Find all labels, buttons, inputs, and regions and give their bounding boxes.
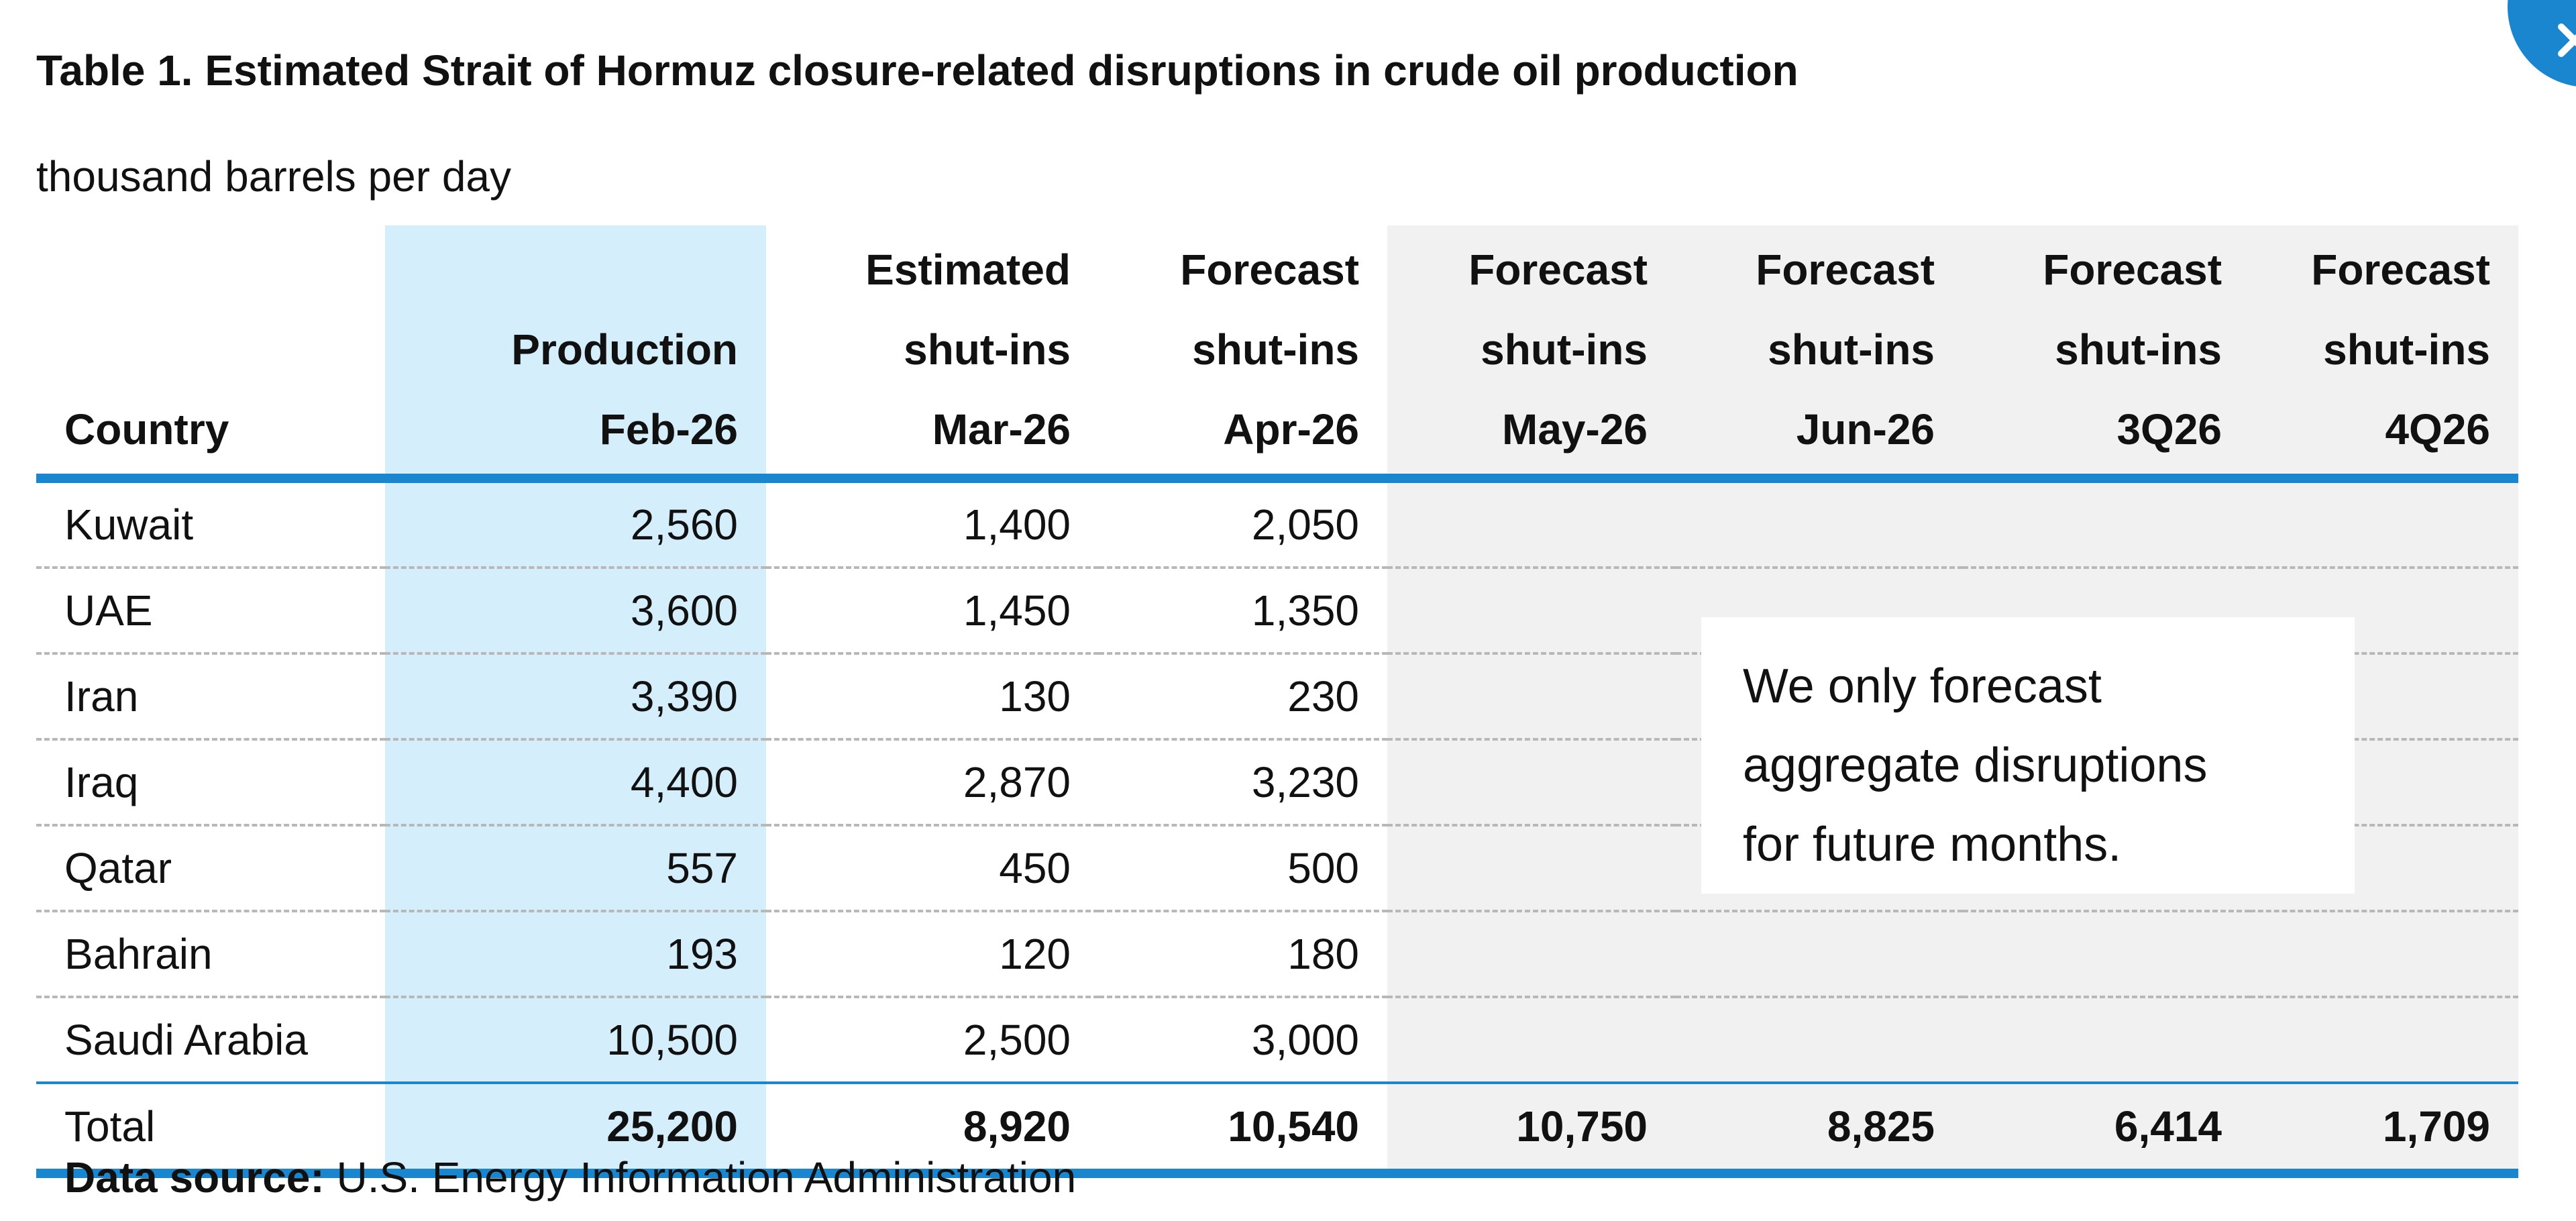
total-label: Total <box>36 1083 385 1178</box>
value-cell: 3,600 <box>385 568 766 655</box>
value-cell: 130 <box>766 653 1099 741</box>
total-cell: 8,920 <box>766 1083 1099 1178</box>
value-cell: 2,500 <box>766 997 1099 1084</box>
header-3q26: Forecast shut-ins 3Q26 <box>1963 225 2250 483</box>
value-cell: 1,350 <box>1099 568 1387 655</box>
value-cell <box>2250 478 2518 569</box>
value-cell <box>1387 997 1676 1084</box>
value-cell: 180 <box>1099 911 1387 998</box>
country-cell: Kuwait <box>36 478 385 569</box>
country-cell: Iran <box>36 653 385 741</box>
value-cell <box>1387 568 1676 655</box>
value-cell: 4,400 <box>385 739 766 827</box>
circular-badge-icon[interactable] <box>2508 0 2576 87</box>
value-cell <box>2250 997 2518 1084</box>
total-cell: 10,750 <box>1387 1083 1676 1178</box>
total-cell: 10,540 <box>1099 1083 1387 1178</box>
value-cell: 500 <box>1099 825 1387 912</box>
header-country: Country <box>36 225 385 483</box>
value-cell <box>1387 739 1676 827</box>
header-apr-26: Forecast shut-ins Apr-26 <box>1099 225 1387 483</box>
value-cell <box>1387 911 1676 998</box>
value-cell: 450 <box>766 825 1099 912</box>
country-cell: Bahrain <box>36 911 385 998</box>
table-title: Table 1. Estimated Strait of Hormuz clos… <box>36 46 1799 95</box>
country-cell: Saudi Arabia <box>36 997 385 1084</box>
value-cell: 193 <box>385 911 766 998</box>
country-cell: Qatar <box>36 825 385 912</box>
total-cell: 6,414 <box>1963 1083 2250 1178</box>
header-mar-26: Estimated shut-ins Mar-26 <box>766 225 1099 483</box>
total-row: Total 25,200 8,920 10,540 10,750 8,825 6… <box>36 1083 2518 1178</box>
value-cell: 2,050 <box>1099 478 1387 569</box>
data-source-text: U.S. Energy Information Administration <box>324 1153 1077 1202</box>
value-cell <box>2250 911 2518 998</box>
value-cell <box>1963 478 2250 569</box>
value-cell <box>1963 911 2250 998</box>
value-cell: 3,000 <box>1099 997 1387 1084</box>
total-cell: 8,825 <box>1676 1083 1963 1178</box>
total-cell: 1,709 <box>2250 1083 2518 1178</box>
header-row: Country Production Feb-26 Estimated shut… <box>36 225 2518 483</box>
value-cell: 10,500 <box>385 997 766 1084</box>
total-cell: 25,200 <box>385 1083 766 1178</box>
data-source: Data source: U.S. Energy Information Adm… <box>64 1153 1076 1202</box>
value-cell <box>1963 997 2250 1084</box>
table-row: Saudi Arabia 10,500 2,500 3,000 <box>36 997 2518 1084</box>
value-cell <box>1676 997 1963 1084</box>
value-cell <box>1676 478 1963 569</box>
data-source-label: Data source: <box>64 1153 325 1202</box>
value-cell: 1,400 <box>766 478 1099 569</box>
table-row: Kuwait 2,560 1,400 2,050 <box>36 478 2518 569</box>
header-may-26: Forecast shut-ins May-26 <box>1387 225 1676 483</box>
value-cell: 3,230 <box>1099 739 1387 827</box>
forecast-note: We only forecast aggregate disruptions f… <box>1701 617 2355 894</box>
country-cell: UAE <box>36 568 385 655</box>
value-cell <box>1387 825 1676 912</box>
table-row: Bahrain 193 120 180 <box>36 911 2518 998</box>
country-cell: Iraq <box>36 739 385 827</box>
value-cell: 230 <box>1099 653 1387 741</box>
disruptions-table: Country Production Feb-26 Estimated shut… <box>36 225 2518 1178</box>
badge-glyph-icon <box>2558 23 2576 57</box>
value-cell: 557 <box>385 825 766 912</box>
value-cell: 120 <box>766 911 1099 998</box>
value-cell: 3,390 <box>385 653 766 741</box>
value-cell: 2,870 <box>766 739 1099 827</box>
header-production: Production Feb-26 <box>385 225 766 483</box>
table-units: thousand barrels per day <box>36 152 511 201</box>
value-cell <box>1387 653 1676 741</box>
value-cell <box>1676 911 1963 998</box>
value-cell: 1,450 <box>766 568 1099 655</box>
value-cell: 2,560 <box>385 478 766 569</box>
header-4q26: Forecast shut-ins 4Q26 <box>2250 225 2518 483</box>
header-jun-26: Forecast shut-ins Jun-26 <box>1676 225 1963 483</box>
value-cell <box>1387 478 1676 569</box>
